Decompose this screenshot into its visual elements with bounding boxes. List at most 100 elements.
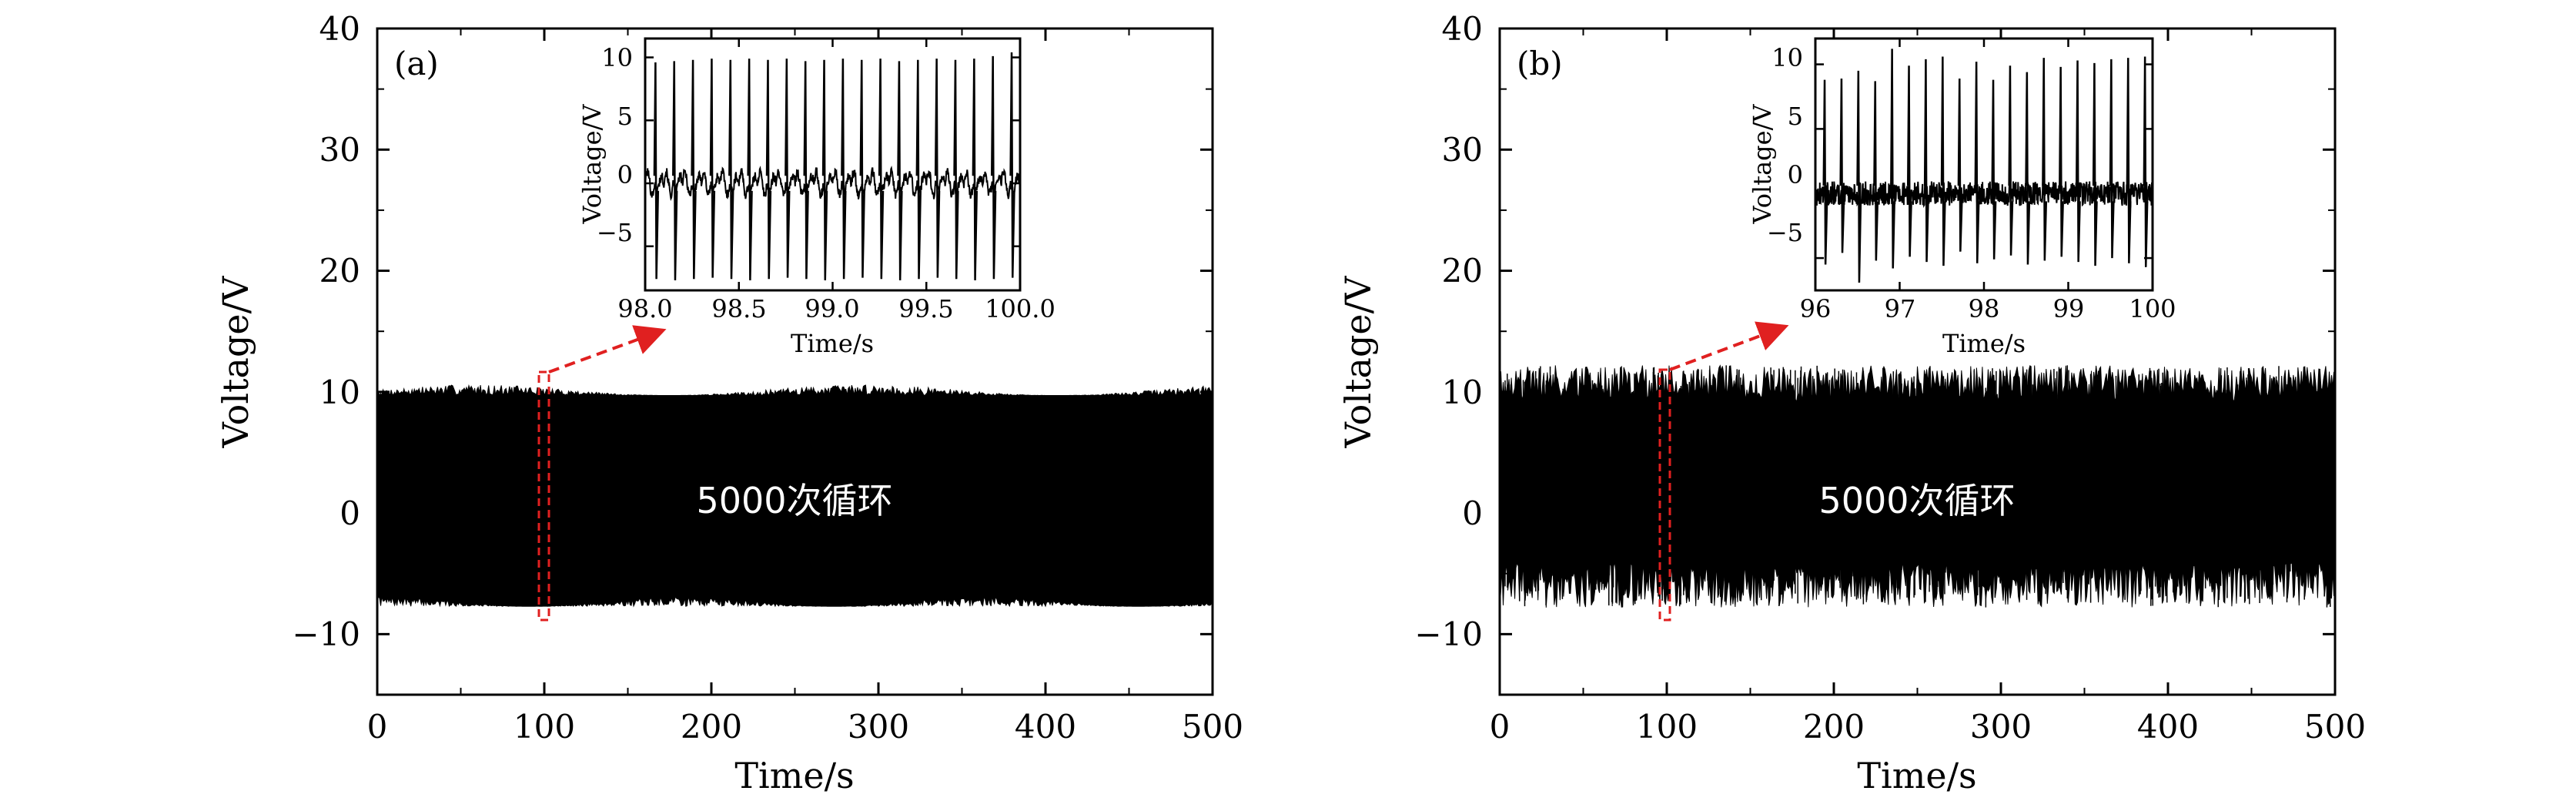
panel-a-inset-spike — [785, 59, 791, 278]
panel-b-inset: 96 97 98 99 100 −5 0 5 10 Time/s Voltage… — [1748, 37, 2176, 358]
panel-b-inset-spike — [2126, 58, 2132, 263]
panel-b-y-axis-label: Voltage/V — [1337, 276, 1379, 448]
panel-a-x-tick-label: 200 — [681, 708, 742, 746]
panel-b-x-tick-label: 0 — [1490, 708, 1510, 746]
panel-b-x-tick-label: 100 — [1636, 708, 1698, 746]
panel-b-inset-spike — [1873, 81, 1879, 261]
panel-b-inset-y-tick-label: 5 — [1788, 102, 1803, 131]
panel-b-inset-x-tick-label: 96 — [1800, 294, 1832, 323]
panel-a-inset-x-tick-label: 98.5 — [711, 294, 766, 323]
panel-a-inset-spike — [821, 59, 828, 280]
panel-a-y-tick-label: 30 — [319, 131, 360, 169]
panel-a-inset-spike — [990, 55, 997, 280]
panel-a-x-tick-label: 100 — [514, 708, 575, 746]
panel-b-inset-spike — [1906, 65, 1912, 257]
panel-b-x-axis-label: Time/s — [1857, 755, 1976, 796]
panel-b-inset-y-axis-label: Voltage/V — [1748, 104, 1777, 225]
panel-b-inset-spike — [1940, 56, 1946, 266]
panel-b-highlight-box — [1658, 368, 1671, 622]
panel-a-inset-spike — [953, 59, 959, 280]
panel-b-inset-spike — [1974, 62, 1980, 263]
panel-b-x-tick-label: 300 — [1970, 708, 2032, 746]
panel-b-inset-spike — [1839, 78, 1845, 253]
panel-b-zoom-arrow — [1669, 321, 1789, 371]
panel-b-inset-spike — [2143, 56, 2149, 267]
panel-b-inset-ticks — [1814, 39, 2154, 290]
panel-b-x-tick-labels: 0 100 200 300 400 500 — [1490, 708, 2366, 746]
panel-b-inset-x-axis-label: Time/s — [1942, 329, 2026, 358]
panel-a-inset-spike — [803, 61, 809, 280]
panel-a-x-tick-labels: 0 100 200 300 400 500 — [367, 708, 1243, 746]
panel-b-inset-spike — [2109, 59, 2115, 259]
panel-a-y-tick-label: 10 — [319, 374, 360, 411]
panel-a-inset-y-tick-label: 5 — [617, 102, 633, 131]
panel-a-inset-y-tick-label: 10 — [601, 43, 633, 72]
panel-a-inset-spike — [915, 59, 922, 280]
panel-b-inset-spike — [2042, 58, 2048, 261]
panel-b-inset-x-tick-label: 99 — [2053, 294, 2085, 323]
panel-b-inset-spike — [2075, 60, 2081, 263]
panel-a-inset-x-tick-label: 100.0 — [985, 294, 1055, 323]
panel-a-inset-spike — [672, 61, 678, 280]
panel-a-x-tick-label: 0 — [367, 708, 388, 746]
panel-b-y-tick-label: 0 — [1462, 494, 1483, 532]
panel-b-inset-spike — [2008, 65, 2014, 256]
panel-b-inset-spike — [1856, 70, 1862, 283]
panel-a-y-ticks — [377, 27, 1213, 695]
panel-b-y-tick-label: 30 — [1442, 131, 1483, 169]
panel-a-inset: 98.0 98.5 99.0 99.5 100.0 −5 0 5 10 Time… — [577, 37, 1055, 358]
panel-a-inset-spike — [1009, 52, 1015, 278]
panel-b-label: (b) — [1517, 45, 1563, 82]
panel-a-inset-spike — [691, 59, 697, 280]
panel-a-inset-spike — [653, 62, 660, 280]
panel-b-inset-spike — [1991, 79, 1997, 260]
panel-a-inset-y-tick-label: 0 — [617, 160, 633, 189]
panel-b-inset-spike — [2059, 66, 2064, 257]
panel-b-inset-spike — [1957, 78, 1963, 252]
panel-b-x-tick-label: 200 — [1803, 708, 1865, 746]
panel-b-y-tick-label: 40 — [1442, 10, 1483, 48]
panel-b-inset-spike — [1890, 49, 1895, 269]
panel-b-signal — [1499, 364, 2336, 608]
panel-a-inset-spike — [878, 59, 885, 280]
panel-b-x-ticks — [1498, 28, 2337, 695]
panel-a-y-tick-label: 20 — [319, 252, 360, 290]
panel-a-inset-spike — [841, 59, 847, 280]
panel-a-inset-y-axis-label: Voltage/V — [577, 104, 607, 225]
panel-b-inset-x-tick-label: 97 — [1885, 294, 1916, 323]
panel-a-y-tick-labels: −10 0 10 20 30 40 — [292, 10, 360, 653]
panel-a-inset-spike — [747, 59, 753, 280]
panel-b-inset-y-tick-label: 0 — [1788, 160, 1803, 189]
panel-a-inset-x-tick-label: 99.5 — [898, 294, 953, 323]
panel-a-inset-x-tick-label: 98.0 — [617, 294, 672, 323]
panel-a-y-tick-label: 40 — [319, 10, 360, 48]
panel-a-highlight-box — [537, 370, 550, 622]
panel-a-inset-spike — [709, 59, 716, 278]
panel-b-inset-baseline — [1815, 180, 2153, 209]
panel-a-x-tick-label: 400 — [1015, 708, 1076, 746]
panel-b-inset-x-tick-label: 100 — [2129, 294, 2176, 323]
panel-a-inset-spike — [859, 59, 865, 278]
panel-b-y-tick-label: 10 — [1442, 374, 1483, 411]
panel-b-y-tick-label: 20 — [1442, 252, 1483, 290]
panel-b-y-tick-labels: −10 0 10 20 30 40 — [1414, 10, 1483, 653]
panel-b-inset-y-tick-label: 10 — [1771, 43, 1803, 72]
panel-b-x-tick-label: 500 — [2304, 708, 2366, 746]
panel-a-inset-spike — [728, 59, 734, 280]
panel-a-x-ticks — [376, 28, 1214, 695]
panel-b-inset-signal — [1815, 49, 2153, 283]
panel-a-inset-spike — [765, 59, 772, 280]
panel-a-x-axis-label: Time/s — [734, 755, 854, 796]
panel-b-inset-y-tick-labels: −5 0 5 10 — [1767, 43, 1803, 247]
panel-a-inset-y-tick-label: −5 — [597, 218, 633, 247]
panel-a-inset-spike — [972, 59, 978, 280]
panel-b-y-ticks — [1500, 27, 2335, 695]
panel-a-y-tick-label: 0 — [340, 494, 360, 532]
panel-a-inset-ticks — [644, 39, 1022, 290]
panel-a-annotation: 5000次循环 — [696, 480, 892, 521]
panel-a-inset-y-tick-labels: −5 0 5 10 — [597, 43, 633, 247]
panel-a-y-axis-label: Voltage/V — [215, 276, 256, 448]
panel-b-inset-x-tick-labels: 96 97 98 99 100 — [1800, 294, 2176, 323]
panel-a-y-tick-label: −10 — [292, 615, 360, 653]
